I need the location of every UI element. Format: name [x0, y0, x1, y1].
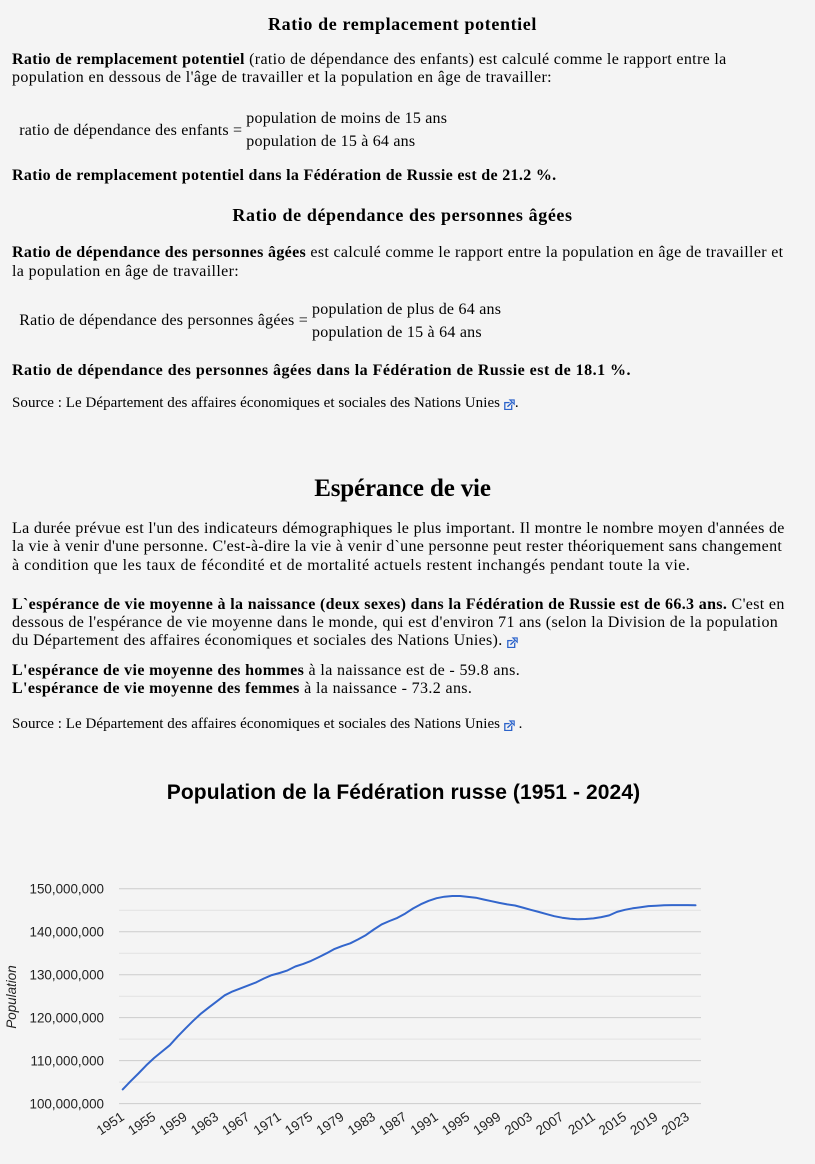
svg-text:1999: 1999 [470, 1109, 503, 1138]
svg-text:1987: 1987 [376, 1109, 409, 1138]
svg-text:2003: 2003 [502, 1109, 535, 1138]
svg-text:Population: Population [4, 965, 19, 1028]
svg-text:1951: 1951 [94, 1109, 127, 1138]
svg-text:1975: 1975 [282, 1109, 315, 1138]
svg-text:1983: 1983 [345, 1109, 378, 1138]
svg-text:1991: 1991 [408, 1109, 441, 1138]
svg-text:1955: 1955 [125, 1109, 158, 1138]
svg-text:2019: 2019 [627, 1109, 660, 1138]
svg-text:1963: 1963 [188, 1109, 221, 1138]
svg-text:150,000,000: 150,000,000 [30, 881, 104, 896]
svg-text:110,000,000: 110,000,000 [31, 1053, 104, 1068]
svg-text:2023: 2023 [659, 1109, 692, 1138]
svg-text:100,000,000: 100,000,000 [30, 1096, 104, 1111]
svg-text:1967: 1967 [219, 1109, 252, 1138]
svg-text:2015: 2015 [596, 1109, 629, 1138]
svg-text:Population de la Fédération ru: Population de la Fédération russe (1951 … [167, 781, 640, 804]
svg-text:140,000,000: 140,000,000 [30, 924, 104, 939]
svg-text:1995: 1995 [439, 1109, 472, 1138]
svg-text:1971: 1971 [251, 1109, 284, 1138]
svg-text:130,000,000: 130,000,000 [30, 967, 104, 982]
svg-text:120,000,000: 120,000,000 [30, 1010, 104, 1025]
svg-text:1959: 1959 [157, 1109, 190, 1138]
svg-text:1979: 1979 [313, 1109, 346, 1138]
svg-text:2011: 2011 [565, 1109, 597, 1138]
svg-text:2007: 2007 [533, 1109, 566, 1138]
